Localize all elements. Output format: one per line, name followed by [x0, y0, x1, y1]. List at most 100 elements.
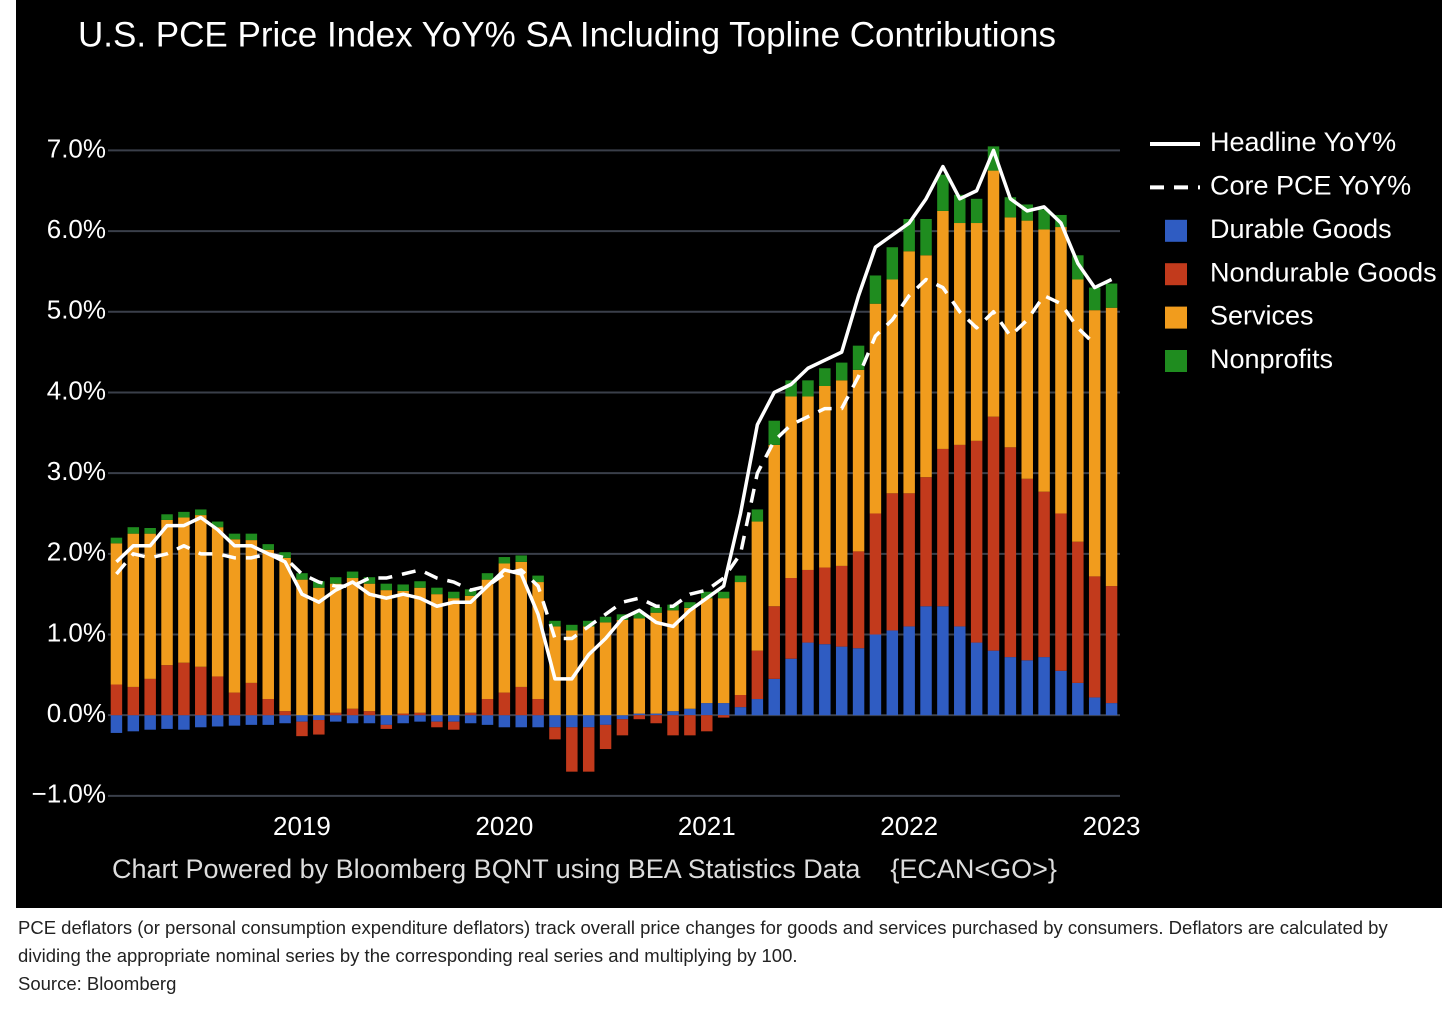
- bar-segment: [1088, 576, 1101, 698]
- bar-segment: [852, 369, 865, 552]
- caption: PCE deflators (or personal consumption e…: [18, 917, 1388, 966]
- bar-segment: [448, 721, 460, 730]
- bar-segment: [599, 715, 612, 725]
- bar-segment: [785, 380, 797, 397]
- bar-segment: [835, 362, 848, 381]
- bar-segment: [633, 612, 646, 619]
- bar-segment: [363, 715, 376, 724]
- bar-segment: [970, 440, 983, 643]
- chart: U.S. PCE Price Index YoY% SA Including T…: [16, 0, 1442, 908]
- bar-segment: [684, 715, 696, 736]
- bar-segment: [920, 218, 932, 256]
- bar-segment: [245, 715, 258, 725]
- bar-segment: [549, 715, 561, 728]
- source-note: Chart Powered by Bloomberg BQNT using BE…: [112, 854, 1057, 884]
- y-tick-label: 3.0%: [47, 456, 106, 486]
- bar-segment: [532, 699, 544, 716]
- bar-segment: [144, 533, 156, 679]
- y-tick-label: 0.0%: [47, 698, 106, 728]
- bar-segment: [566, 624, 578, 631]
- bar-segment: [211, 676, 224, 716]
- bar-segment: [329, 712, 342, 716]
- bar-segment: [886, 279, 899, 494]
- line: [115, 148, 1113, 681]
- chart-title: U.S. PCE Price Index YoY% SA Including T…: [78, 15, 1056, 54]
- bar-segment: [279, 711, 291, 716]
- bar-segment: [650, 713, 662, 716]
- bar-segment: [178, 662, 190, 716]
- y-tick-label: 1.0%: [47, 617, 106, 647]
- bar-segment: [464, 712, 477, 716]
- bar-segment: [346, 571, 359, 579]
- bar-segment: [313, 720, 325, 735]
- bar-segment: [768, 444, 780, 607]
- bar-segment: [970, 642, 983, 716]
- bar-segment: [802, 380, 814, 397]
- bar-segment: [566, 630, 578, 716]
- bar-segment: [1021, 660, 1033, 716]
- bar-segment: [178, 715, 190, 730]
- bar-segment: [616, 715, 629, 720]
- bar-segment: [852, 345, 865, 370]
- bar-segment: [768, 606, 780, 679]
- bar-segment: [582, 715, 595, 728]
- bar-segment: [127, 686, 140, 716]
- bar-segment: [920, 255, 932, 478]
- bar-segment: [835, 565, 848, 647]
- bar-segment: [414, 587, 426, 713]
- bar-segment: [313, 587, 325, 716]
- bar-segment: [161, 715, 173, 729]
- bar-segment: [380, 583, 393, 591]
- bar-segment: [869, 303, 882, 514]
- bar-segment: [1072, 255, 1084, 280]
- bar-segment: [937, 174, 949, 211]
- bar-segment: [1055, 513, 1067, 671]
- bar-segment: [1088, 287, 1101, 311]
- bar-segment: [532, 575, 544, 583]
- bar-segment: [161, 514, 173, 520]
- bar-segment: [414, 712, 426, 716]
- bar-segment: [329, 577, 342, 584]
- bar-segment: [954, 626, 966, 716]
- bar-segment: [1072, 279, 1084, 542]
- bar-segment: [1105, 586, 1118, 704]
- bar-segment: [785, 658, 797, 716]
- bar-segment: [262, 549, 274, 700]
- bar-segment: [701, 598, 713, 704]
- bar-segment: [127, 527, 140, 534]
- bar-segment: [1072, 682, 1084, 716]
- bar-segment: [970, 223, 983, 441]
- bar-segment: [920, 606, 932, 716]
- bar-segment: [1055, 670, 1067, 716]
- bar-segment: [819, 644, 831, 716]
- bar-segment: [785, 578, 797, 659]
- bar-segment: [954, 194, 966, 224]
- bar-segment: [279, 557, 291, 712]
- bar-segment: [852, 648, 865, 716]
- bar-segment: [582, 727, 595, 772]
- bar-segment: [329, 715, 342, 722]
- bar-segment: [717, 703, 730, 716]
- bar-segment: [903, 493, 915, 627]
- bar-segment: [110, 715, 123, 733]
- bar-segment: [245, 682, 258, 716]
- bar-segment: [1004, 447, 1017, 658]
- bar-segment: [431, 587, 443, 595]
- bar-segment: [987, 650, 1000, 716]
- bar-segment: [701, 591, 713, 599]
- bar-segment: [363, 583, 376, 712]
- bar-segment: [262, 544, 274, 550]
- bar-segment: [464, 589, 477, 596]
- bar-segment: [195, 666, 207, 716]
- bar-segment: [582, 626, 595, 716]
- bar-segment: [667, 610, 679, 712]
- bar-segment: [144, 528, 156, 534]
- bar-segment: [195, 509, 207, 516]
- bar-segment: [903, 251, 915, 494]
- y-tick-label: 4.0%: [47, 375, 106, 405]
- bar-segment: [228, 533, 241, 540]
- bar-segment: [498, 692, 511, 716]
- bar-segment: [903, 626, 915, 716]
- bar-segment: [464, 595, 477, 713]
